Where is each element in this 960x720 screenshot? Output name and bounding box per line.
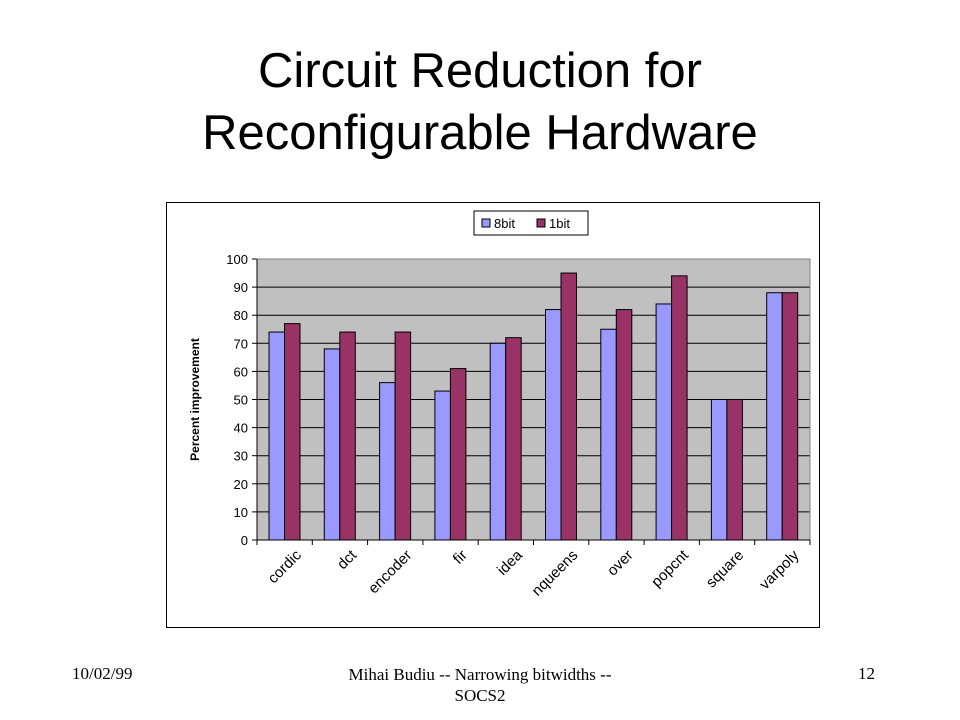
legend-box xyxy=(473,210,589,236)
bar-8bit xyxy=(655,303,673,541)
x-tick-label: varpoly xyxy=(756,546,803,593)
y-tick-label: 100 xyxy=(226,252,248,267)
bar-1bit xyxy=(284,323,301,541)
slide-title: Circuit Reduction for Reconfigurable Har… xyxy=(0,40,960,164)
bar-8bit xyxy=(710,399,728,541)
bar-1bit xyxy=(449,368,467,541)
x-tick-label: idea xyxy=(494,546,527,579)
slide-title-line-2: Reconfigurable Hardware xyxy=(202,106,758,160)
footer-date: 10/02/99 xyxy=(72,664,133,683)
bar-1bit xyxy=(339,331,356,541)
y-tick-label: 30 xyxy=(234,449,248,464)
slide-title-line-1: Circuit Reduction for xyxy=(258,44,702,98)
x-tick-label: square xyxy=(703,547,747,591)
bar-1bit xyxy=(671,275,688,541)
bar-1bit xyxy=(781,292,799,541)
x-tick-label: encoder xyxy=(365,547,415,597)
bar-8bit xyxy=(600,328,617,541)
bar-chart: 0 10 20 30 40 50 60 70 80 90 100 cordic dct encoder fi… xyxy=(188,210,811,600)
y-axis-label: Percent improvement xyxy=(188,338,202,461)
y-tick-label: 90 xyxy=(234,280,248,295)
bar-8bit xyxy=(489,342,507,541)
bar-8bit xyxy=(268,331,285,541)
y-tick-label: 0 xyxy=(241,533,248,548)
legend-label-1bit: 1bit xyxy=(549,216,570,231)
y-tick-label: 70 xyxy=(234,336,248,351)
y-tick-label: 20 xyxy=(234,477,248,492)
bar-8bit xyxy=(323,348,341,541)
footer-page-number: 12 xyxy=(858,664,875,683)
footer-title: Mihai Budiu -- Narrowing bitwidths -- SO… xyxy=(348,665,612,705)
legend-swatch-8bit xyxy=(481,218,491,228)
x-tick-label: popcnt xyxy=(648,546,692,590)
bar-8bit xyxy=(766,292,783,541)
y-tick-label: 60 xyxy=(234,364,248,379)
y-tick-label: 80 xyxy=(234,308,248,323)
bar-8bit xyxy=(434,390,451,541)
bar-8bit xyxy=(379,382,396,541)
bar-1bit xyxy=(560,272,577,541)
x-tick-label: cordic xyxy=(265,546,306,587)
bar-1bit xyxy=(394,331,412,541)
y-tick-label: 50 xyxy=(234,393,248,408)
x-tick-label: fir xyxy=(450,547,471,568)
legend-swatch-1bit xyxy=(536,218,546,228)
x-tick-label: dct xyxy=(334,546,361,573)
bar-1bit xyxy=(615,309,633,541)
chart-frame: 0 10 20 30 40 50 60 70 80 90 100 cordic dct encoder fi… xyxy=(166,202,820,628)
bar-1bit xyxy=(505,337,522,541)
bar-1bit xyxy=(726,399,743,541)
bar-8bit xyxy=(545,309,562,541)
legend-label-8bit: 8bit xyxy=(494,216,515,231)
x-tick-label: over xyxy=(604,547,637,580)
y-tick-label: 10 xyxy=(234,505,248,520)
x-tick-label: nqueens xyxy=(529,547,582,600)
y-tick-label: 40 xyxy=(234,421,248,436)
